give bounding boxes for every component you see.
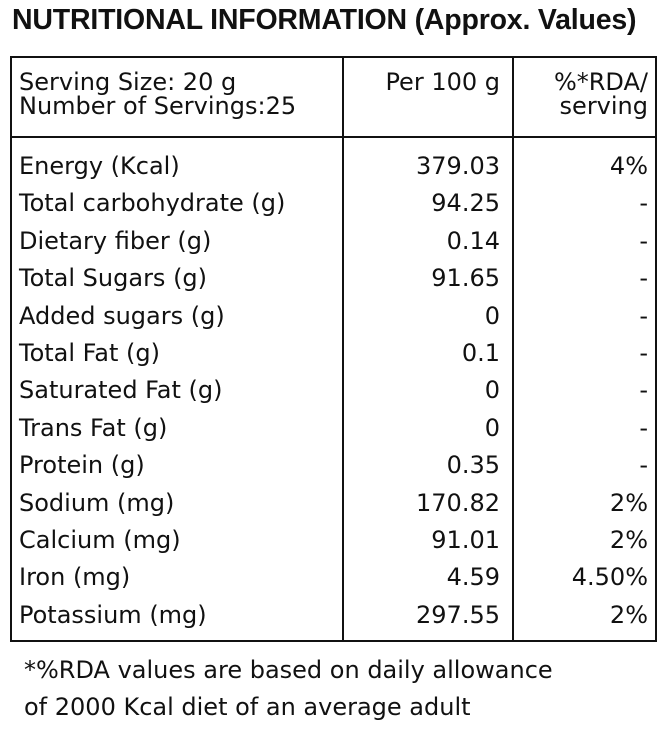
rda-header: %*RDA/ serving [512, 70, 648, 118]
per-100g-value: 91.01 [431, 525, 500, 554]
rda-value: - [639, 451, 648, 480]
serving-info-header: Serving Size: 20 g Number of Servings:25 [19, 70, 296, 118]
nutrient-name: Trans Fat (g) [19, 413, 168, 442]
per-100g-value: 170.82 [416, 488, 500, 517]
nutrient-rows: Energy (Kcal) 379.03 4% Total carbohydra… [12, 151, 655, 637]
per-100g-value: 94.25 [431, 189, 500, 218]
nutrient-name: Saturated Fat (g) [19, 376, 223, 405]
table-row: Dietary fiber (g) 0.14 - [12, 226, 655, 263]
servings-count-label: Number of Servings:25 [19, 92, 297, 120]
rda-value: 4.50% [571, 563, 648, 592]
nutrient-name: Total carbohydrate (g) [19, 189, 286, 218]
nutrient-name: Protein (g) [19, 451, 145, 480]
per-100g-value: 379.03 [416, 152, 500, 180]
header-divider [12, 136, 655, 138]
per-100g-value: 4.59 [446, 563, 500, 592]
rda-header-line1: %*RDA/ [553, 68, 648, 96]
table-row: Saturated Fat (g) 0 - [12, 375, 655, 412]
nutrient-name: Added sugars (g) [19, 301, 225, 330]
column-divider-2 [512, 58, 514, 640]
nutrient-name: Sodium (mg) [19, 488, 175, 517]
column-divider-1 [342, 58, 344, 640]
rda-value: 2% [609, 600, 648, 629]
per-100g-value: 91.65 [431, 264, 500, 293]
nutrient-name: Iron (mg) [19, 563, 131, 592]
page-title: NUTRITIONAL INFORMATION (Approx. Values) [12, 4, 637, 36]
rda-value: - [639, 264, 648, 293]
serving-size-label: Serving Size: 20 g [19, 68, 237, 96]
table-row: Added sugars (g) 0 - [12, 301, 655, 338]
per-100g-value: 297.55 [416, 600, 500, 629]
table-row: Sodium (mg) 170.82 2% [12, 488, 655, 525]
per-100g-value: 0.35 [446, 451, 500, 480]
rda-value: - [639, 376, 648, 405]
rda-value: 2% [609, 525, 648, 554]
per-100g-value: 0 [484, 376, 500, 405]
per-100g-value: 0.14 [446, 226, 500, 255]
nutrient-name: Calcium (mg) [19, 525, 181, 554]
table-row: Potassium (mg) 297.55 2% [12, 600, 655, 637]
table-row: Calcium (mg) 91.01 2% [12, 525, 655, 562]
nutrient-name: Total Fat (g) [19, 338, 160, 367]
table-row: Trans Fat (g) 0 - [12, 413, 655, 450]
rda-header-line2: serving [559, 92, 648, 120]
rda-value: - [639, 338, 648, 367]
nutrient-name: Potassium (mg) [19, 600, 207, 629]
nutrient-name: Dietary fiber (g) [19, 226, 212, 255]
rda-footnote: *%RDA values are based on daily allowanc… [24, 652, 644, 726]
table-row: Protein (g) 0.35 - [12, 450, 655, 487]
nutrient-name: Energy (Kcal) [19, 152, 180, 180]
rda-value: - [639, 189, 648, 218]
per-100g-value: 0 [484, 301, 500, 330]
rda-value: - [639, 226, 648, 255]
footnote-line-1: *%RDA values are based on daily allowanc… [24, 656, 553, 684]
per-100g-header: Per 100 g [385, 68, 500, 96]
table-row: Total Sugars (g) 91.65 - [12, 263, 655, 300]
rda-value: 2% [609, 488, 648, 517]
table-row: Iron (mg) 4.59 4.50% [12, 562, 655, 599]
rda-value: 4% [609, 152, 648, 180]
footnote-line-2: of 2000 Kcal diet of an average adult [24, 693, 471, 721]
table-row: Energy (Kcal) 379.03 4% [12, 151, 655, 188]
nutrient-name: Total Sugars (g) [19, 264, 208, 293]
nutrition-table: Serving Size: 20 g Number of Servings:25… [10, 56, 657, 642]
per-100g-value: 0.1 [461, 338, 500, 367]
table-row: Total carbohydrate (g) 94.25 - [12, 188, 655, 225]
rda-value: - [639, 301, 648, 330]
rda-value: - [639, 413, 648, 442]
per-100g-value: 0 [484, 413, 500, 442]
table-row: Total Fat (g) 0.1 - [12, 338, 655, 375]
